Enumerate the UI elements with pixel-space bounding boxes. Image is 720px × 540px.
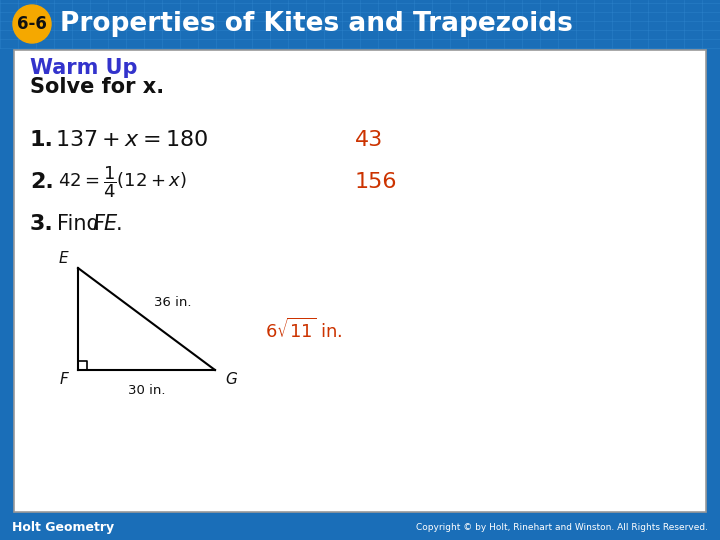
Text: $42 = \dfrac{1}{4}(12 + x)$: $42 = \dfrac{1}{4}(12 + x)$ (58, 164, 186, 200)
Text: 36 in.: 36 in. (155, 296, 192, 309)
Text: $6\sqrt{11}$ in.: $6\sqrt{11}$ in. (265, 318, 342, 342)
Text: G: G (225, 372, 237, 387)
Text: Solve for x.: Solve for x. (30, 77, 164, 97)
Text: 1.: 1. (30, 130, 54, 150)
Text: $137 + x = 180$: $137 + x = 180$ (55, 130, 208, 150)
Text: 2.: 2. (30, 172, 54, 192)
Text: 3.: 3. (30, 214, 54, 234)
Text: 30 in.: 30 in. (127, 384, 166, 397)
Text: Holt Geometry: Holt Geometry (12, 521, 114, 534)
Text: E: E (58, 251, 68, 266)
Text: F: F (59, 372, 68, 387)
Text: Copyright © by Holt, Rinehart and Winston. All Rights Reserved.: Copyright © by Holt, Rinehart and Winsto… (416, 523, 708, 531)
Text: Warm Up: Warm Up (30, 58, 138, 78)
Text: 43: 43 (355, 130, 383, 150)
Text: .: . (116, 214, 122, 234)
Circle shape (13, 5, 51, 43)
Text: Find: Find (57, 214, 107, 234)
Text: Properties of Kites and Trapezoids: Properties of Kites and Trapezoids (60, 11, 573, 37)
Text: 6-6: 6-6 (17, 15, 47, 33)
Bar (0, 514, 720, 540)
Text: 156: 156 (355, 172, 397, 192)
Bar (14, 50, 706, 512)
Text: FE: FE (92, 214, 117, 234)
Bar (0, 0, 720, 48)
